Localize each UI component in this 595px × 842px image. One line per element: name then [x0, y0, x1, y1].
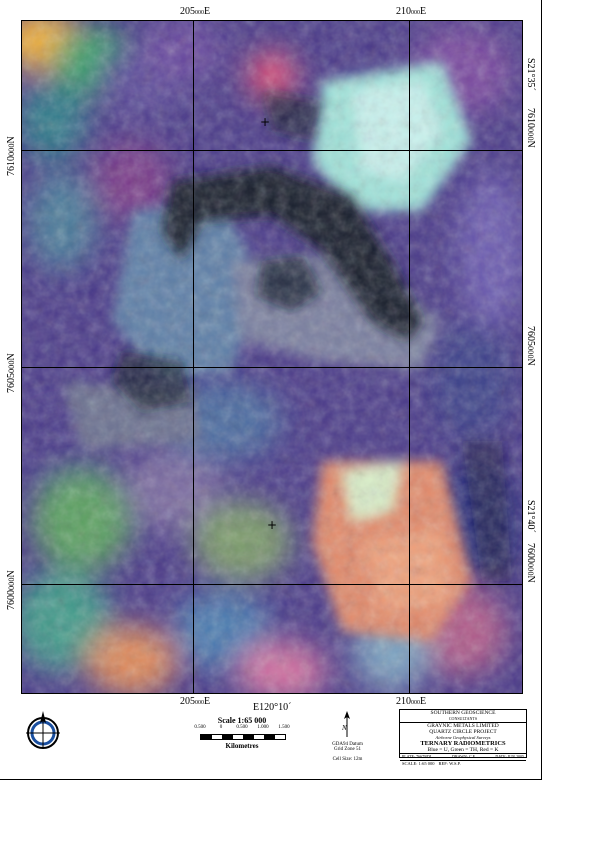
datum-line: GDA94 Datum	[332, 742, 363, 747]
cell-size-line: Cell Size: 12m	[332, 757, 363, 762]
title-block: SOUTHERN GEOSCIENCE CONSULTANTS GRAYNIC …	[399, 709, 527, 766]
graticule-cross: +	[260, 115, 271, 129]
project-block: GRAYNIC METALS LIMITED QUARTZ CIRCLE PRO…	[400, 723, 526, 754]
scale-ref-row: SCALE: 1:65 000 REF: W.S.P.	[400, 761, 526, 767]
north-arrow-icon	[344, 711, 350, 737]
plate-number: PLATE: 7667NDL	[402, 754, 433, 759]
project-name: QUARTZ CIRCLE PROJECT	[429, 729, 497, 735]
easting-label-bottom: 210000E	[396, 696, 427, 707]
scale-tick-label: 0.500	[194, 725, 206, 730]
scale-title: Scale 1:65 000	[217, 716, 267, 725]
easting-label-top: 205000E	[180, 6, 211, 17]
title-scale: SCALE: 1:65 000	[402, 761, 435, 766]
title-ref: REF: W.S.P.	[438, 761, 461, 766]
northing-label-left: 7605000N	[6, 353, 17, 393]
scale-bar	[200, 734, 286, 740]
datum-info: GDA94 Datum Grid Zone 51 Cell Size: 12m	[325, 742, 370, 762]
northing-gridline	[22, 584, 522, 585]
colour-legend: Blue = U, Green = TH, Red = K	[427, 747, 499, 753]
graticule-cross: +	[267, 518, 278, 532]
scale-tick-label: 1.500	[278, 725, 290, 730]
easting-gridline	[409, 21, 410, 693]
scale-units: Kilometres	[225, 742, 259, 750]
northing-label-left: 7610000N	[6, 136, 17, 176]
scale-tick-label: 1.000	[257, 725, 269, 730]
northing-label-right: 7600000N	[525, 543, 536, 583]
product-title: TERNARY RADIOMETRICS	[420, 740, 506, 747]
company-logo	[26, 711, 60, 749]
client-name: GRAYNIC METALS LIMITED	[427, 723, 499, 729]
northing-gridline	[22, 150, 522, 151]
radiometric-map: + +	[21, 20, 523, 694]
northing-label-right: 7605000N	[525, 326, 536, 366]
latitude-label: S21°35´	[525, 58, 536, 91]
ternary-radiometric-image	[22, 21, 522, 693]
longitude-label: E120°10´	[253, 702, 292, 713]
scale-ticks: 0.500 0 0.500 1.000 1.500	[192, 725, 292, 733]
easting-label-bottom: 205000E	[180, 696, 211, 707]
easting-gridline	[193, 21, 194, 693]
scale-tick-label: 0.500	[236, 725, 248, 730]
plate-date: DATE: JUN 2005	[495, 754, 524, 759]
northing-label-left: 7600000N	[6, 570, 17, 610]
northing-label-right: 7610000N	[525, 108, 536, 148]
easting-label-top: 210000E	[396, 6, 427, 17]
consultant-name: SOUTHERN GEOSCIENCE	[430, 710, 496, 716]
scale-tick-label: 0	[219, 725, 223, 730]
plate-row: PLATE: 7667NDL DRAWN: C.F. DATE: JUN 200…	[400, 754, 526, 761]
drawn-by: DRAWN: C.F.	[452, 754, 476, 759]
consultant-block: SOUTHERN GEOSCIENCE CONSULTANTS	[400, 710, 526, 723]
consultant-sub: CONSULTANTS	[448, 716, 478, 721]
latitude-label: S21°40´	[525, 500, 536, 533]
survey-name: Airborne Geophysical Surveys	[435, 735, 491, 740]
scale-bar-block: Scale 1:65 000 0.500 0 0.500 1.000 1.500…	[192, 716, 292, 750]
northing-gridline	[22, 367, 522, 368]
north-arrow-label: N	[342, 724, 347, 732]
grid-zone-line: Grid Zone 51	[334, 747, 361, 752]
map-sheet: + + 205000E 210000E 205000E 210000E E120…	[0, 0, 542, 780]
